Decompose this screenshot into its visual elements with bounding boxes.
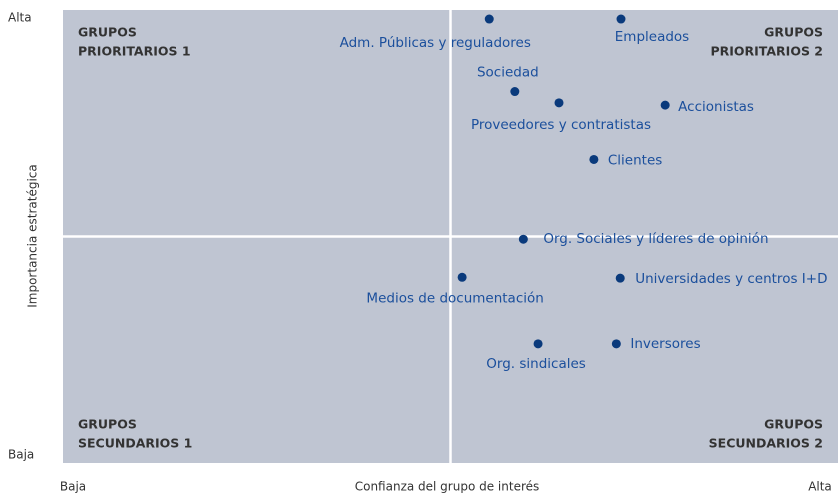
- point: [518, 234, 528, 244]
- point-label: Empleados: [615, 29, 689, 45]
- point: [589, 154, 599, 164]
- point-label: Inversores: [630, 336, 700, 352]
- quadrant-label: SECUNDARIOS 2: [709, 436, 823, 451]
- point: [615, 273, 625, 283]
- point: [660, 100, 670, 110]
- quadrant-label: PRIORITARIOS 1: [78, 44, 191, 59]
- point-label: Adm. Públicas y reguladores: [340, 35, 531, 51]
- x-tick-label: Alta: [808, 480, 832, 494]
- point: [554, 98, 564, 108]
- quadrant-label: GRUPOS: [78, 25, 137, 40]
- x-axis-label: Confianza del grupo de interés: [355, 480, 540, 494]
- point: [457, 272, 467, 282]
- point-label: Sociedad: [477, 65, 539, 81]
- y-tick-label: Alta: [8, 11, 32, 25]
- quadrant-label: GRUPOS: [764, 25, 823, 40]
- point-label: Medios de documentación: [366, 290, 543, 306]
- point: [510, 87, 520, 97]
- point: [611, 339, 621, 349]
- x-tick-label: Baja: [60, 480, 86, 494]
- point-label: Accionistas: [678, 99, 754, 115]
- point-label: Org. Sociales y líderes de opinión: [543, 231, 768, 247]
- y-axis-label: Importancia estratégica: [26, 164, 40, 308]
- point: [533, 339, 543, 349]
- quadrant-label: GRUPOS: [764, 417, 823, 432]
- point-label: Org. sindicales: [486, 356, 586, 372]
- point-label: Universidades y centros I+D: [635, 271, 827, 287]
- quadrant-label: PRIORITARIOS 2: [710, 44, 823, 59]
- quadrant-label: GRUPOS: [78, 417, 137, 432]
- point-label: Proveedores y contratistas: [471, 117, 651, 133]
- y-tick-label: Baja: [8, 448, 34, 462]
- quadrant-label: SECUNDARIOS 1: [78, 436, 192, 451]
- point: [484, 14, 494, 24]
- point: [616, 14, 626, 24]
- point-label: Clientes: [608, 152, 662, 168]
